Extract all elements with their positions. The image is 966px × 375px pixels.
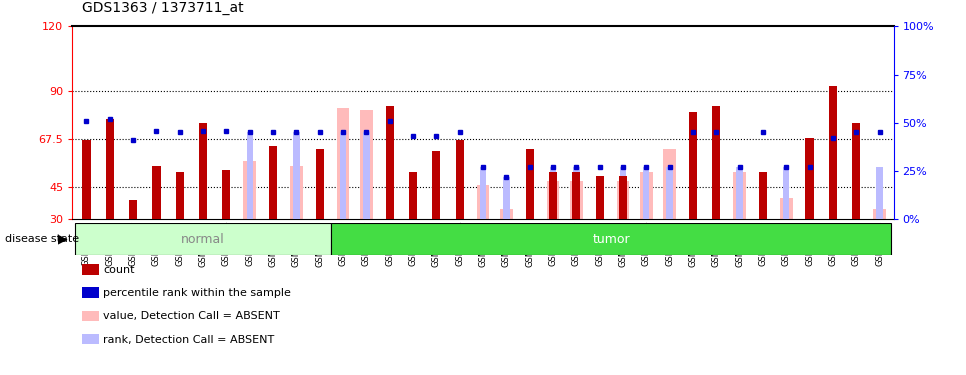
Bar xyxy=(336,108,350,219)
Bar xyxy=(176,172,184,219)
Bar xyxy=(222,170,231,219)
Bar xyxy=(806,138,813,219)
Bar xyxy=(712,106,721,219)
Bar xyxy=(105,118,114,219)
Bar xyxy=(780,198,793,219)
Bar xyxy=(290,166,302,219)
Text: value, Detection Call = ABSENT: value, Detection Call = ABSENT xyxy=(103,312,280,321)
Text: tumor: tumor xyxy=(592,232,630,246)
Bar xyxy=(619,177,627,219)
Text: disease state: disease state xyxy=(5,234,79,244)
Bar xyxy=(480,167,486,219)
Bar xyxy=(82,140,91,219)
Bar xyxy=(664,148,676,219)
Bar xyxy=(733,172,746,219)
Bar xyxy=(873,209,886,219)
Bar xyxy=(409,172,417,219)
Bar xyxy=(269,146,277,219)
Bar xyxy=(759,172,767,219)
Bar xyxy=(74,223,331,255)
Bar xyxy=(876,167,883,219)
Bar xyxy=(667,167,673,219)
Bar xyxy=(596,177,604,219)
Bar xyxy=(549,172,557,219)
Bar xyxy=(616,181,630,219)
Bar xyxy=(476,185,490,219)
Bar xyxy=(572,172,581,219)
Bar xyxy=(293,132,299,219)
Bar xyxy=(199,123,207,219)
Bar xyxy=(153,166,160,219)
Bar xyxy=(243,161,256,219)
Text: count: count xyxy=(103,265,135,275)
Bar xyxy=(620,167,626,219)
Bar xyxy=(385,106,394,219)
Bar xyxy=(432,151,440,219)
Bar xyxy=(246,132,253,219)
Bar xyxy=(550,167,556,219)
Bar xyxy=(689,112,697,219)
Bar xyxy=(573,167,580,219)
Text: normal: normal xyxy=(182,232,225,246)
Bar xyxy=(547,181,559,219)
Bar xyxy=(340,132,346,219)
Text: percentile rank within the sample: percentile rank within the sample xyxy=(103,288,291,298)
Bar xyxy=(639,172,653,219)
Bar xyxy=(316,148,324,219)
Bar xyxy=(331,223,892,255)
Bar xyxy=(783,167,789,219)
Bar xyxy=(456,140,464,219)
Bar xyxy=(363,132,370,219)
Bar xyxy=(736,167,743,219)
Bar xyxy=(500,209,513,219)
Bar xyxy=(526,148,534,219)
Bar xyxy=(852,123,861,219)
Text: rank, Detection Call = ABSENT: rank, Detection Call = ABSENT xyxy=(103,335,274,345)
Text: GDS1363 / 1373711_at: GDS1363 / 1373711_at xyxy=(82,1,243,15)
Bar xyxy=(503,177,509,219)
Bar xyxy=(360,110,373,219)
Bar xyxy=(570,181,582,219)
Bar xyxy=(643,167,649,219)
Text: ▶: ▶ xyxy=(58,232,68,246)
Bar xyxy=(829,86,837,219)
Bar xyxy=(129,200,137,219)
